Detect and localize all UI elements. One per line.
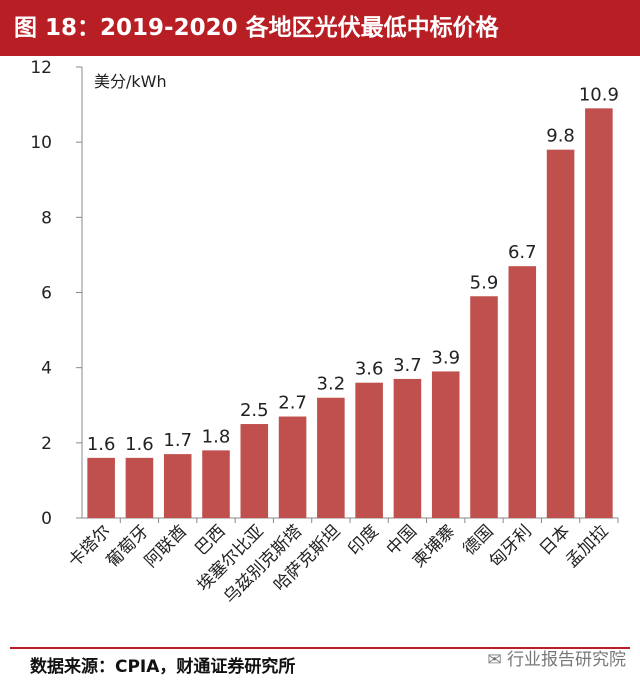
y-tick-label: 10 [30, 133, 52, 153]
data-label: 1.7 [163, 430, 192, 451]
data-label: 6.7 [508, 242, 537, 263]
data-label: 3.2 [317, 374, 346, 395]
data-label: 1.6 [125, 434, 154, 455]
watermark-text: 行业报告研究院 [507, 650, 626, 670]
bar [278, 416, 307, 518]
figure-title: 图 18：2019-2020 各地区光伏最低中标价格 [14, 15, 499, 41]
bar [355, 382, 383, 518]
y-tick-label: 12 [30, 58, 52, 78]
y-tick-label: 2 [41, 434, 52, 454]
data-label: 10.9 [579, 84, 619, 105]
bar [87, 457, 115, 518]
source-note: 数据来源：CPIA，财通证券研究所 [30, 657, 296, 677]
bar [508, 266, 537, 518]
data-label: 1.8 [202, 426, 231, 447]
bar [585, 108, 613, 518]
data-label: 9.8 [546, 126, 575, 147]
bar [546, 149, 575, 518]
x-tick-label: 印度 [344, 521, 382, 559]
wechat-icon: ✉ [487, 650, 502, 670]
x-tick-label: 孟加拉 [562, 521, 612, 571]
bar [470, 296, 498, 518]
y-tick-label: 6 [41, 284, 52, 304]
data-label: 1.6 [87, 434, 116, 455]
data-label: 2.5 [240, 400, 269, 421]
x-tick-label: 葡萄牙 [103, 521, 153, 571]
footer-divider [10, 647, 630, 649]
x-tick-label: 卡塔尔 [64, 521, 114, 571]
data-label: 3.9 [431, 347, 460, 368]
y-axis-unit-label: 美分/kWh [94, 72, 167, 91]
watermark: ✉ 行业报告研究院 [487, 645, 626, 670]
bar [431, 371, 460, 518]
x-tick-label: 匈牙利 [486, 521, 536, 571]
data-label: 3.6 [355, 359, 384, 380]
bar [317, 397, 345, 518]
bar [163, 454, 192, 518]
y-tick-label: 0 [41, 509, 52, 529]
bar [393, 378, 422, 518]
y-tick-label: 4 [41, 359, 52, 379]
data-label: 2.7 [278, 393, 307, 414]
chart-title-bar: 图 18：2019-2020 各地区光伏最低中标价格 [0, 0, 640, 56]
bar [202, 450, 230, 518]
y-tick-label: 8 [41, 208, 52, 228]
x-tick-label: 柬埔寨 [409, 521, 459, 571]
bar [125, 457, 154, 518]
bar-chart: 024681012美分/kWh1.6卡塔尔1.6葡萄牙1.7阿联酋1.8巴西2.… [30, 58, 619, 608]
bar [240, 424, 269, 518]
data-label: 5.9 [470, 272, 499, 293]
data-label: 3.7 [393, 355, 422, 376]
x-tick-label: 阿联酋 [141, 521, 191, 571]
